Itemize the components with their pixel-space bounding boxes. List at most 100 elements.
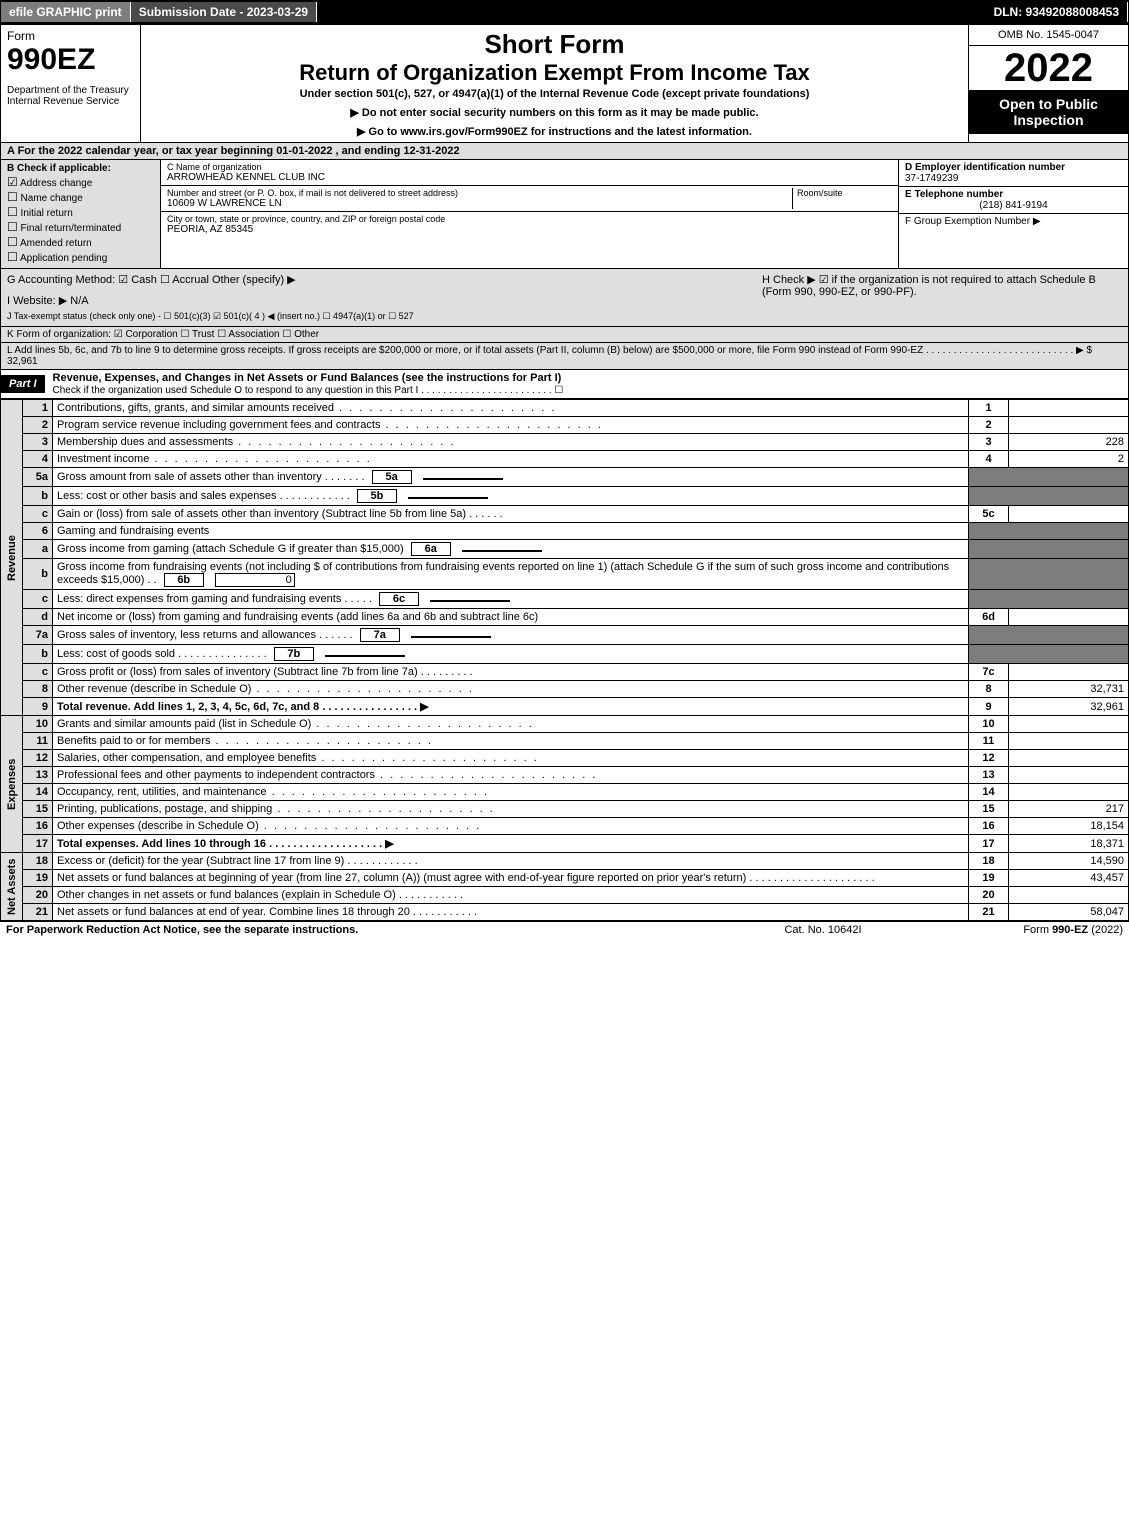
e-label: E Telephone number bbox=[905, 189, 1122, 200]
line-num: 11 bbox=[23, 733, 53, 750]
line-val bbox=[1009, 609, 1129, 626]
line-box: 10 bbox=[969, 716, 1009, 733]
inner-box: 7a bbox=[360, 628, 400, 642]
row-k: K Form of organization: ☑ Corporation ☐ … bbox=[0, 327, 1129, 343]
line-num: 19 bbox=[23, 870, 53, 887]
line-num: 12 bbox=[23, 750, 53, 767]
line-val bbox=[1009, 733, 1129, 750]
form-label: Form bbox=[7, 29, 134, 43]
chk-amended-return[interactable]: ☐ Amended return bbox=[7, 235, 154, 249]
header-mid: Short Form Return of Organization Exempt… bbox=[141, 25, 968, 142]
inner-box: 7b bbox=[274, 647, 314, 661]
blank-cell bbox=[969, 590, 1129, 609]
row-a-calendar: A For the 2022 calendar year, or tax yea… bbox=[0, 143, 1129, 160]
line-num: 13 bbox=[23, 767, 53, 784]
line-val bbox=[1009, 400, 1129, 417]
line-box: 7c bbox=[969, 664, 1009, 681]
line-num: 3 bbox=[23, 434, 53, 451]
line-box: 1 bbox=[969, 400, 1009, 417]
line-val: 14,590 bbox=[1009, 853, 1129, 870]
line-desc: Membership dues and assessments bbox=[57, 436, 233, 448]
inner-box: 5a bbox=[372, 470, 412, 484]
ein-value: 37-1749239 bbox=[905, 173, 1122, 184]
line-desc: Less: cost or other basis and sales expe… bbox=[57, 490, 277, 502]
line-box: 13 bbox=[969, 767, 1009, 784]
line-desc: Gain or (loss) from sale of assets other… bbox=[57, 508, 466, 520]
line-num: b bbox=[23, 645, 53, 664]
f-label: F Group Exemption Number ▶ bbox=[905, 216, 1122, 227]
info-block: B Check if applicable: ☑ Address change … bbox=[0, 160, 1129, 269]
line-box: 8 bbox=[969, 681, 1009, 698]
efile-label[interactable]: efile GRAPHIC print bbox=[1, 2, 131, 22]
opt-label: Application pending bbox=[20, 253, 107, 264]
chk-address-change[interactable]: ☑ Address change bbox=[7, 175, 154, 189]
g-accounting: G Accounting Method: ☑ Cash ☐ Accrual Ot… bbox=[7, 273, 762, 286]
line-desc: Investment income bbox=[57, 453, 149, 465]
line-box: 17 bbox=[969, 835, 1009, 853]
line-num: 6 bbox=[23, 523, 53, 540]
h-schedule-b: H Check ▶ ☑ if the organization is not r… bbox=[762, 273, 1122, 322]
blank-cell bbox=[969, 468, 1129, 487]
chk-application-pending[interactable]: ☐ Application pending bbox=[7, 250, 154, 264]
line-num: 8 bbox=[23, 681, 53, 698]
chk-name-change[interactable]: ☐ Name change bbox=[7, 190, 154, 204]
goto-link[interactable]: ▶ Go to www.irs.gov/Form990EZ for instru… bbox=[149, 125, 960, 138]
line-desc: Contributions, gifts, grants, and simila… bbox=[57, 402, 334, 414]
chk-initial-return[interactable]: ☐ Initial return bbox=[7, 205, 154, 219]
blank-cell bbox=[969, 626, 1129, 645]
line-val: 32,961 bbox=[1009, 698, 1129, 716]
header-right: OMB No. 1545-0047 2022 Open to Public In… bbox=[968, 25, 1128, 142]
inner-val bbox=[430, 600, 510, 602]
line-num: 5a bbox=[23, 468, 53, 487]
line-desc: Less: direct expenses from gaming and fu… bbox=[57, 593, 341, 605]
line-desc: Benefits paid to or for members bbox=[57, 735, 210, 747]
line-num: 14 bbox=[23, 784, 53, 801]
blank-cell bbox=[969, 487, 1129, 506]
line-val: 18,371 bbox=[1009, 835, 1129, 853]
inner-box: 6b bbox=[164, 573, 204, 587]
part1-title: Revenue, Expenses, and Changes in Net As… bbox=[53, 372, 562, 384]
inner-box: 6c bbox=[379, 592, 419, 606]
revenue-section-label: Revenue bbox=[1, 400, 23, 716]
tax-year: 2022 bbox=[969, 46, 1128, 90]
footer-mid: Cat. No. 10642I bbox=[723, 924, 923, 936]
line-num: 20 bbox=[23, 887, 53, 904]
footer-left: For Paperwork Reduction Act Notice, see … bbox=[6, 924, 723, 936]
line-box: 4 bbox=[969, 451, 1009, 468]
opt-label: Address change bbox=[20, 178, 92, 189]
line-box: 20 bbox=[969, 887, 1009, 904]
chk-final-return[interactable]: ☐ Final return/terminated bbox=[7, 220, 154, 234]
blank-cell bbox=[969, 540, 1129, 559]
row-gh: G Accounting Method: ☑ Cash ☐ Accrual Ot… bbox=[0, 269, 1129, 327]
line-desc: Other revenue (describe in Schedule O) bbox=[57, 683, 251, 695]
line-val: 228 bbox=[1009, 434, 1129, 451]
line-val bbox=[1009, 716, 1129, 733]
line-num: 16 bbox=[23, 818, 53, 835]
line-box: 21 bbox=[969, 904, 1009, 921]
inner-val bbox=[462, 550, 542, 552]
line-val bbox=[1009, 664, 1129, 681]
c-name-label: C Name of organization bbox=[167, 162, 892, 172]
top-bar: efile GRAPHIC print Submission Date - 20… bbox=[0, 0, 1129, 24]
c-street-label: Number and street (or P. O. box, if mail… bbox=[167, 188, 792, 198]
line-desc: Gaming and fundraising events bbox=[53, 523, 969, 540]
inner-box: 6a bbox=[411, 542, 451, 556]
submission-date: Submission Date - 2023-03-29 bbox=[131, 2, 317, 22]
org-street: 10609 W LAWRENCE LN bbox=[167, 198, 792, 209]
line-num: a bbox=[23, 540, 53, 559]
line-desc: Total revenue. Add lines 1, 2, 3, 4, 5c,… bbox=[57, 701, 429, 713]
line-val: 32,731 bbox=[1009, 681, 1129, 698]
part1-tab: Part I bbox=[1, 375, 45, 393]
line-num: 18 bbox=[23, 853, 53, 870]
blank-cell bbox=[969, 645, 1129, 664]
inner-box: 5b bbox=[357, 489, 397, 503]
line-box: 3 bbox=[969, 434, 1009, 451]
line-num: 17 bbox=[23, 835, 53, 853]
header-left: Form 990EZ Department of the Treasury In… bbox=[1, 25, 141, 142]
line-val bbox=[1009, 417, 1129, 434]
line-val bbox=[1009, 750, 1129, 767]
line-box: 9 bbox=[969, 698, 1009, 716]
part1-header: Part I Revenue, Expenses, and Changes in… bbox=[0, 370, 1129, 399]
line-box: 6d bbox=[969, 609, 1009, 626]
footer-right: Form 990-EZ (2022) bbox=[923, 924, 1123, 936]
